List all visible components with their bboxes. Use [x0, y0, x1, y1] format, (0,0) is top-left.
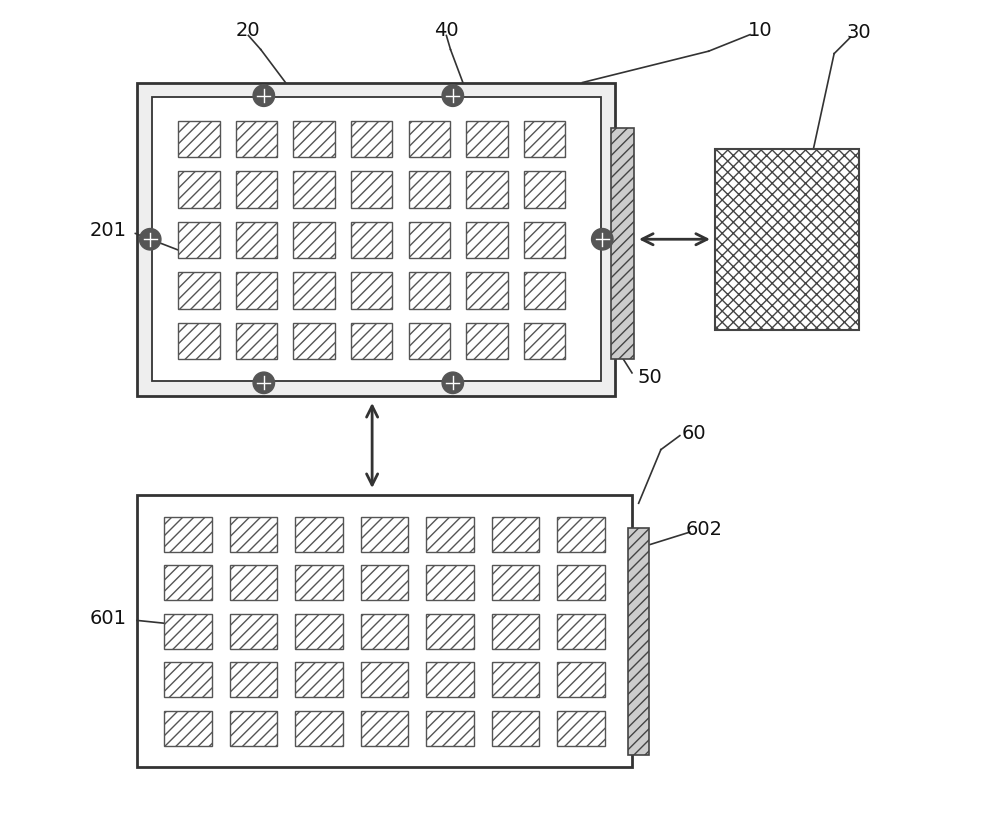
Bar: [164, 614, 212, 648]
Bar: [295, 662, 343, 697]
Text: 30: 30: [847, 23, 871, 43]
Bar: [361, 662, 408, 697]
Bar: [295, 614, 343, 648]
Bar: [293, 272, 335, 309]
Text: 20: 20: [236, 21, 261, 40]
Bar: [426, 662, 474, 697]
Bar: [409, 272, 450, 309]
Bar: [361, 710, 408, 746]
Bar: [409, 323, 450, 359]
Bar: [293, 172, 335, 208]
Bar: [557, 516, 605, 552]
Bar: [164, 565, 212, 600]
Bar: [178, 323, 220, 359]
Bar: [466, 222, 508, 258]
Text: 40: 40: [434, 21, 459, 40]
Bar: [524, 172, 565, 208]
Bar: [524, 121, 565, 158]
Bar: [409, 172, 450, 208]
Bar: [361, 516, 408, 552]
Bar: [236, 222, 277, 258]
Bar: [230, 710, 277, 746]
Bar: [230, 662, 277, 697]
Bar: [293, 323, 335, 359]
Bar: [178, 272, 220, 309]
Bar: [295, 516, 343, 552]
Bar: [628, 528, 648, 755]
Bar: [524, 323, 565, 359]
Bar: [236, 172, 277, 208]
Bar: [230, 516, 277, 552]
Bar: [492, 710, 539, 746]
Circle shape: [253, 85, 275, 106]
Bar: [492, 614, 539, 648]
Bar: [409, 222, 450, 258]
Bar: [164, 516, 212, 552]
Bar: [236, 272, 277, 309]
Circle shape: [253, 372, 275, 394]
Bar: [164, 662, 212, 697]
Bar: [178, 121, 220, 158]
Bar: [714, 148, 859, 330]
Bar: [351, 172, 392, 208]
Bar: [293, 121, 335, 158]
Bar: [557, 662, 605, 697]
Bar: [361, 614, 408, 648]
Bar: [230, 614, 277, 648]
Circle shape: [139, 229, 161, 250]
Bar: [361, 565, 408, 600]
Text: 201: 201: [90, 221, 127, 241]
Bar: [492, 516, 539, 552]
Bar: [178, 172, 220, 208]
Bar: [351, 222, 392, 258]
Text: 602: 602: [686, 520, 723, 540]
Bar: [492, 565, 539, 600]
Bar: [524, 222, 565, 258]
Bar: [295, 710, 343, 746]
Bar: [164, 710, 212, 746]
Bar: [236, 121, 277, 158]
Bar: [137, 495, 632, 767]
Bar: [426, 614, 474, 648]
Circle shape: [592, 229, 613, 250]
Bar: [466, 272, 508, 309]
Circle shape: [442, 372, 464, 394]
Text: 50: 50: [638, 367, 663, 387]
Bar: [351, 121, 392, 158]
Bar: [466, 121, 508, 158]
Bar: [426, 516, 474, 552]
Bar: [295, 565, 343, 600]
Bar: [152, 97, 601, 381]
Bar: [466, 172, 508, 208]
Bar: [557, 565, 605, 600]
Bar: [492, 662, 539, 697]
Bar: [351, 272, 392, 309]
Bar: [426, 710, 474, 746]
Bar: [409, 121, 450, 158]
Bar: [137, 82, 615, 396]
Bar: [178, 222, 220, 258]
Bar: [557, 710, 605, 746]
Bar: [236, 323, 277, 359]
Text: 10: 10: [748, 21, 772, 40]
Bar: [426, 565, 474, 600]
Bar: [351, 323, 392, 359]
Circle shape: [442, 85, 464, 106]
Bar: [557, 614, 605, 648]
Bar: [466, 323, 508, 359]
Bar: [230, 565, 277, 600]
Bar: [293, 222, 335, 258]
Text: 60: 60: [682, 423, 706, 443]
Text: 601: 601: [90, 609, 127, 629]
Bar: [524, 272, 565, 309]
Bar: [611, 128, 634, 359]
